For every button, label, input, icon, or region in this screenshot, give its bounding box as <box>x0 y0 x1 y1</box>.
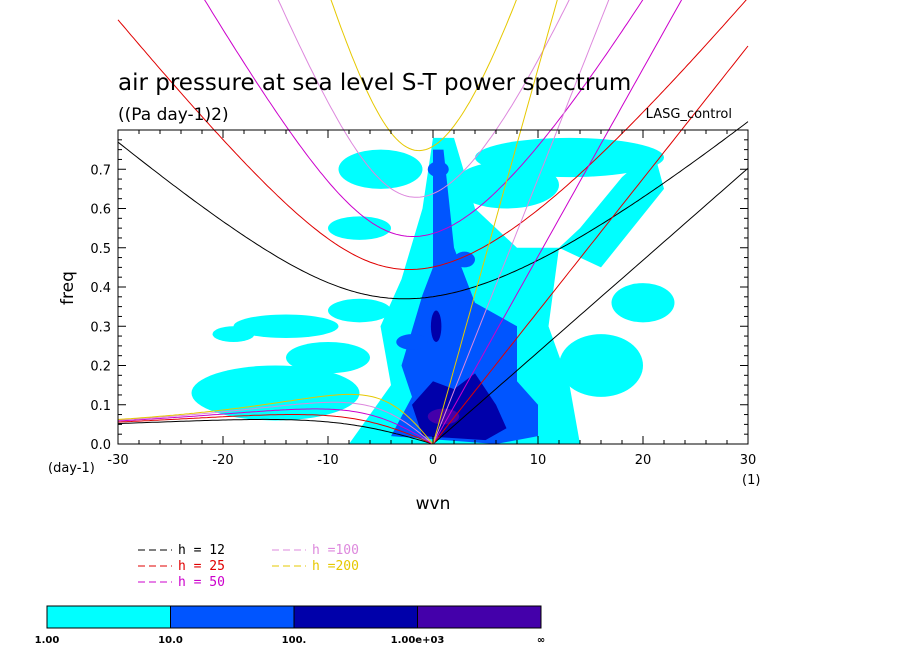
rossby-curve-h12 <box>117 418 434 444</box>
x-tick-label: 0 <box>429 453 437 468</box>
gravity-curve-h25 <box>117 0 747 270</box>
kelvin-curve-h12 <box>432 167 749 444</box>
rossby-curve-h25 <box>117 414 434 444</box>
contour-region-9 <box>454 161 559 209</box>
contour-region-6 <box>559 334 643 397</box>
contour-region-5 <box>212 326 255 342</box>
x-tick-label: -20 <box>212 453 233 468</box>
legend-label: h = 25 <box>178 559 225 574</box>
contour-region-7 <box>611 283 675 323</box>
contour-region-10 <box>338 149 423 189</box>
colorbar-label: 10.0 <box>158 635 183 646</box>
rossby-curve-h100 <box>117 401 434 444</box>
gravity-curve-h200 <box>330 0 517 152</box>
run-label: LASG_control <box>646 107 732 122</box>
y-tick-label: 0.3 <box>90 320 111 335</box>
gravity-curve-h100 <box>277 0 570 198</box>
colorbar: 1.00 10.0 100. 1.00e+03 ∞ <box>35 605 545 646</box>
legend-label: h =100 <box>312 543 359 558</box>
x-axis-label: wvn <box>416 494 451 514</box>
kelvin-curve-h25 <box>432 45 749 444</box>
y-axis-unit: (day-1) <box>48 461 95 476</box>
colorbar-swatch <box>170 605 295 629</box>
contour-region-3 <box>286 341 370 374</box>
contour-region-11 <box>328 216 391 240</box>
x-tick-label: -10 <box>317 453 338 468</box>
contour-region-1 <box>233 314 339 339</box>
contour-region-4 <box>328 298 391 323</box>
contour-region-14 <box>427 161 449 178</box>
x-tick-label: -30 <box>107 453 128 468</box>
contour-region-15 <box>454 251 475 268</box>
y-tick-label: 0.4 <box>90 281 111 296</box>
gravity-curve-h12 <box>117 121 749 300</box>
x-axis-unit: (1) <box>742 473 760 488</box>
colorbar-label: 1.00e+03 <box>391 635 445 646</box>
rossby-curve-h200 <box>117 393 434 444</box>
contour-region-17 <box>430 310 442 342</box>
kelvin-curve-h200 <box>432 0 558 444</box>
chart-title: air pressure at sea level S-T power spec… <box>118 70 631 96</box>
y-tick-label: 0.1 <box>90 399 111 414</box>
contour-region-13 <box>396 334 428 350</box>
dispersion-curves <box>117 0 749 444</box>
y-tick-label: 0.7 <box>90 163 111 178</box>
y-tick-label: 0.5 <box>90 242 111 257</box>
colorbar-label: 1.00 <box>35 635 60 646</box>
y-axis-label: freq <box>58 271 78 305</box>
x-tick-label: 20 <box>635 453 652 468</box>
x-tick-label: 10 <box>530 453 547 468</box>
axis-ticks: -30 -20 -10 0 10 20 30 0.0 0.1 0.2 0.3 0.4 0.5 0.6 0.7 <box>90 130 756 468</box>
rossby-curve-h50 <box>117 408 434 444</box>
legend-label: h =200 <box>312 559 359 574</box>
y-tick-label: 0.2 <box>90 360 111 375</box>
gravity-curve-h50 <box>204 0 644 237</box>
colorbar-swatch <box>293 605 418 629</box>
power-contours <box>191 137 675 444</box>
kelvin-curve-h100 <box>432 0 610 444</box>
y-tick-label: 0.0 <box>90 438 111 453</box>
colorbar-swatch <box>417 605 542 629</box>
kelvin-curve-h50 <box>432 0 683 444</box>
y-tick-label: 0.6 <box>90 203 111 218</box>
chart-subtitle: ((Pa day-1)2) <box>118 105 229 125</box>
x-tick-label: 30 <box>740 453 757 468</box>
contour-region-2 <box>191 365 360 421</box>
legend-label: h = 50 <box>178 575 225 590</box>
colorbar-label: 100. <box>282 635 307 646</box>
legend-label: h = 12 <box>178 543 225 558</box>
colorbar-label: ∞ <box>537 635 545 646</box>
colorbar-swatch <box>46 605 171 629</box>
contour-region-16 <box>412 373 507 441</box>
contour-region-12 <box>391 149 538 444</box>
